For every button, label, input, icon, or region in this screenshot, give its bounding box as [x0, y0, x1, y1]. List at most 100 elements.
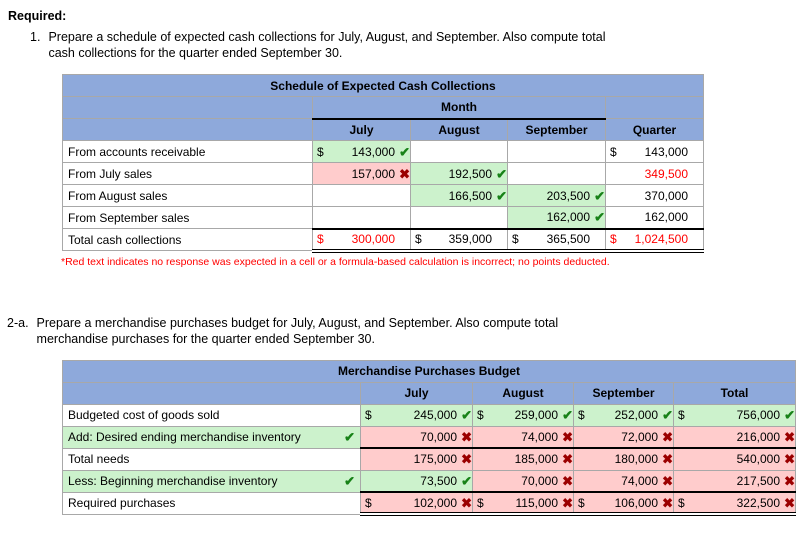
x-icon: ✖ — [784, 495, 795, 510]
column-header-september: September — [573, 381, 674, 405]
cell-august-row3[interactable]: 166,500 ✔ — [410, 184, 508, 207]
cell-september-row1 — [507, 140, 606, 163]
cell-total-row2[interactable]: 216,000 ✖ — [673, 425, 796, 449]
cell-august-row1 — [410, 140, 508, 163]
table-row: From August sales 166,500 ✔ 203,500 ✔ 370,000 — [62, 184, 704, 207]
table-row: Less: Beginning merchandise inventory ✔ 73… — [62, 469, 796, 493]
row-label-text: Total cash collections — [68, 232, 182, 247]
amount-value: 70,000 — [420, 429, 457, 444]
row-label: From accounts receivable — [62, 140, 313, 163]
row-label-text: Total needs — [68, 452, 130, 466]
amount-value: 192,500 — [448, 166, 492, 181]
cell-july-row2[interactable]: 157,000 ✖ — [312, 162, 411, 185]
amount-value: 349,500 — [644, 166, 688, 181]
row-label-text: From accounts receivable — [68, 144, 206, 159]
column-header-july: July — [312, 118, 411, 141]
currency-symbol: $ — [477, 495, 484, 510]
x-icon: ✖ — [784, 473, 795, 489]
amount-value: 162,000 — [546, 210, 590, 225]
cell-september-row2 — [507, 162, 606, 185]
row-label-text: From September sales — [68, 210, 190, 225]
month-header: Month — [312, 96, 606, 120]
instruction-2a-text: Prepare a merchandise purchases budget f… — [37, 315, 559, 347]
cell-quarter-row2: 349,500 — [605, 162, 704, 185]
cell-july-row1[interactable]: $143,000 ✔ — [312, 140, 411, 163]
corner-cell — [62, 118, 313, 141]
amount-value: 322,500 — [736, 495, 780, 510]
check-icon: ✔ — [662, 407, 673, 423]
currency-symbol: $ — [678, 495, 685, 510]
cell-total-row1[interactable]: $756,000 ✔ — [673, 403, 796, 427]
currency-symbol: $ — [317, 232, 324, 246]
amount-value: 115,000 — [515, 495, 559, 510]
amount-value: 370,000 — [644, 188, 688, 203]
cell-september-row4[interactable]: 162,000 ✔ — [507, 206, 606, 229]
amount-value: 540,000 — [736, 452, 780, 467]
row-label-text: Required purchases — [68, 496, 176, 510]
x-icon: ✖ — [562, 495, 573, 510]
cell-july-row1[interactable]: $245,000 ✔ — [360, 403, 473, 427]
instruction-1-text: Prepare a schedule of expected cash coll… — [48, 29, 605, 61]
amount-value: 245,000 — [413, 408, 457, 422]
grading-footnote: *Red text indicates no response was expe… — [61, 255, 610, 268]
x-icon: ✖ — [662, 429, 673, 445]
amount-value: 102,000 — [413, 495, 457, 510]
cell-september-row4[interactable]: 74,000 ✖ — [573, 469, 674, 493]
cell-total-row3[interactable]: 540,000 ✖ — [673, 447, 796, 471]
cell-september-row2[interactable]: 72,000 ✖ — [573, 425, 674, 449]
amount-value: 216,000 — [736, 429, 780, 444]
cell-july-row3[interactable]: 175,000 ✖ — [360, 447, 473, 471]
row-label: Total needs — [62, 447, 361, 471]
cell-total-row5[interactable]: $322,500 ✖ — [673, 491, 796, 516]
cell-august-row1[interactable]: $259,000 ✔ — [472, 403, 574, 427]
cell-july-row5[interactable]: $102,000 ✖ — [360, 491, 473, 516]
cell-quarter-row4: 162,000 — [605, 206, 704, 229]
currency-symbol: $ — [415, 232, 422, 246]
cell-september-row3[interactable]: 180,000 ✖ — [573, 447, 674, 471]
cell-september-row1[interactable]: $252,000 ✔ — [573, 403, 674, 427]
check-icon: ✔ — [344, 473, 355, 489]
row-label-text: From August sales — [68, 188, 168, 203]
cell-august-row5[interactable]: $115,000 ✖ — [472, 491, 574, 516]
cell-august-row4[interactable]: 70,000 ✖ — [472, 469, 574, 493]
amount-value: 166,500 — [448, 188, 492, 203]
cell-august-row3[interactable]: 185,000 ✖ — [472, 447, 574, 471]
amount-value: 143,000 — [644, 144, 688, 159]
table-row: Total needs 175,000 ✖ 185,000 ✖ 180,000 ✖ 540,0… — [62, 447, 796, 471]
cell-july-row2[interactable]: 70,000 ✖ — [360, 425, 473, 449]
amount-value: 1,024,500 — [634, 232, 688, 246]
table-title: Schedule of Expected Cash Collections — [62, 74, 704, 97]
instruction-2a-marker: 2-a. — [7, 315, 29, 330]
cell-total-row4[interactable]: 217,500 ✖ — [673, 469, 796, 493]
amount-value: 175,000 — [413, 452, 457, 467]
check-icon: ✔ — [594, 188, 605, 203]
cell-august-row2[interactable]: 74,000 ✖ — [472, 425, 574, 449]
currency-symbol: $ — [477, 408, 484, 422]
amount-value: 106,000 — [614, 495, 658, 510]
instruction-2a-line-2: merchandise purchases for the quarter en… — [36, 331, 375, 346]
check-icon: ✔ — [344, 429, 355, 445]
table-row: From accounts receivable $143,000 ✔ $143,00… — [62, 140, 704, 163]
cell-quarter-row1: $143,000 — [605, 140, 704, 163]
cell-july-row4[interactable]: 73,500 ✔ — [360, 469, 473, 493]
cell-september-row5[interactable]: $106,000 ✖ — [573, 491, 674, 516]
currency-symbol: $ — [512, 232, 519, 246]
amount-value: 162,000 — [644, 210, 688, 225]
x-icon: ✖ — [461, 495, 472, 510]
row-label: Less: Beginning merchandise inventory ✔ — [62, 469, 361, 493]
check-icon: ✔ — [594, 209, 605, 225]
cell-july-row4 — [312, 206, 411, 229]
cell-july-row3 — [312, 184, 411, 207]
column-header-july: July — [360, 381, 473, 405]
x-icon: ✖ — [562, 473, 573, 489]
x-icon: ✖ — [461, 429, 472, 445]
cash-collections-table: Schedule of Expected Cash Collections Mon… — [62, 74, 704, 253]
table-row: Required purchases $102,000 ✖ $115,000 ✖ $106… — [62, 491, 796, 516]
column-header-total: Total — [673, 381, 796, 405]
cell-august-row2[interactable]: 192,500 ✔ — [410, 162, 508, 185]
table-title: Merchandise Purchases Budget — [62, 359, 796, 383]
amount-value: 74,000 — [621, 473, 658, 488]
cell-august-row5: $359,000 — [410, 227, 508, 253]
merchandise-purchases-table: Merchandise Purchases Budget July August Se… — [62, 359, 796, 516]
cell-september-row3[interactable]: 203,500 ✔ — [507, 184, 606, 207]
